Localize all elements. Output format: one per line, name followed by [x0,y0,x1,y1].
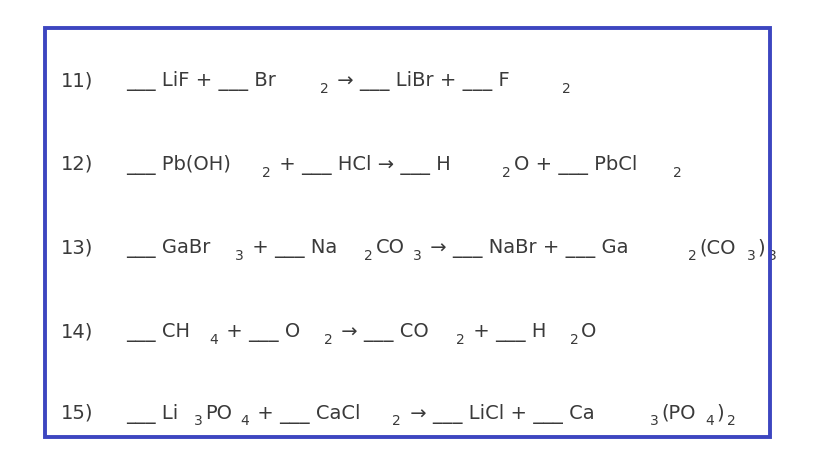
Text: (PO: (PO [661,404,695,423]
Text: 3: 3 [236,249,244,263]
Text: 3: 3 [194,414,202,428]
Text: O: O [581,322,597,341]
Text: 2: 2 [727,414,735,428]
Text: ___ LiF + ___ Br: ___ LiF + ___ Br [126,71,276,91]
Text: → ___ LiCl + ___ Ca: → ___ LiCl + ___ Ca [403,404,594,424]
Text: 2: 2 [570,333,579,347]
Text: + ___ O: + ___ O [220,323,301,342]
Text: 2: 2 [562,82,570,96]
Text: 3: 3 [768,249,777,263]
Text: 15): 15) [61,404,94,423]
Text: 14): 14) [61,322,94,341]
Text: → ___ LiBr + ___ F: → ___ LiBr + ___ F [331,71,509,91]
Text: ): ) [717,404,725,423]
Text: 2: 2 [672,166,681,179]
Text: (CO: (CO [699,239,736,258]
Text: 2: 2 [324,333,333,347]
Text: ___ GaBr: ___ GaBr [126,239,211,259]
Text: + ___ Na: + ___ Na [246,239,337,259]
Text: 3: 3 [747,249,756,263]
Text: 3: 3 [650,414,659,428]
Text: 2: 2 [502,166,511,179]
Text: → ___ CO: → ___ CO [335,323,429,342]
Text: → ___ NaBr + ___ Ga: → ___ NaBr + ___ Ga [425,239,628,259]
Text: 4: 4 [706,414,714,428]
Text: PO: PO [205,404,232,423]
Text: CO: CO [376,239,404,258]
Text: 4: 4 [209,333,218,347]
Text: + ___ H: + ___ H [467,323,547,342]
Text: ___ Pb(OH): ___ Pb(OH) [126,155,231,175]
Text: 13): 13) [61,239,94,258]
Text: O + ___ PbCl: O + ___ PbCl [513,155,637,175]
Text: + ___ HCl → ___ H: + ___ HCl → ___ H [273,155,451,175]
Text: ): ) [758,239,765,258]
Text: 2: 2 [262,166,271,179]
Text: ___ CH: ___ CH [126,323,191,342]
Text: 2: 2 [393,414,401,428]
Text: 4: 4 [240,414,249,428]
Text: 2: 2 [364,249,373,263]
Text: 3: 3 [413,249,421,263]
Text: + ___ CaCl: + ___ CaCl [251,404,361,424]
Text: 2: 2 [688,249,697,263]
Text: 2: 2 [319,82,328,96]
Text: 2: 2 [456,333,465,347]
Text: 12): 12) [61,155,94,174]
Text: 11): 11) [61,71,94,90]
Text: ___ Li: ___ Li [126,404,178,424]
